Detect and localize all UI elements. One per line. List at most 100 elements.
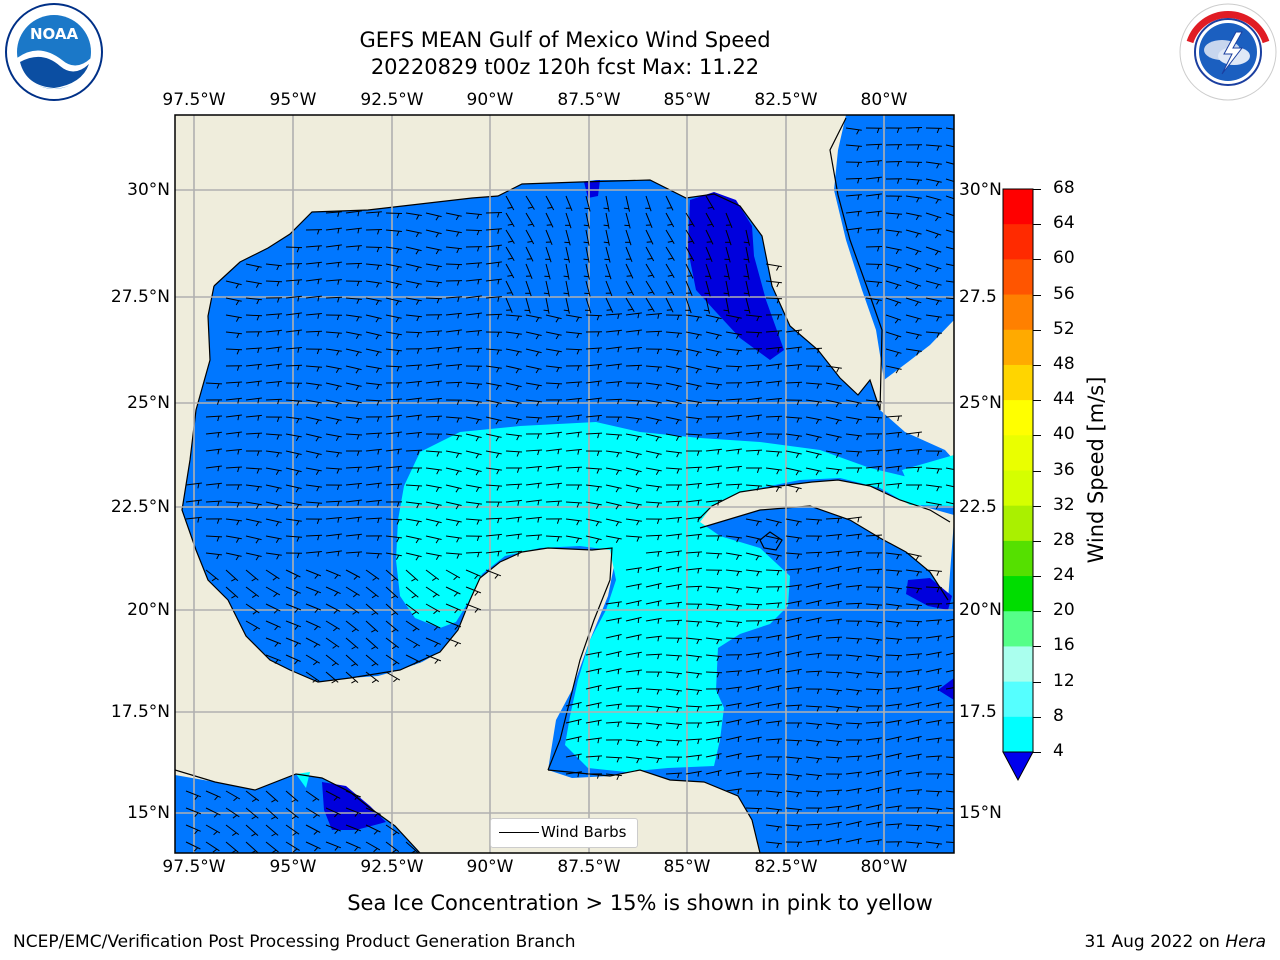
wind-barb xyxy=(865,753,882,758)
wind-barb xyxy=(765,467,782,471)
wind-barb xyxy=(405,229,422,234)
wind-barb-flag xyxy=(736,382,740,388)
wind-barb-flag xyxy=(237,415,240,421)
wind-barb xyxy=(565,280,570,297)
wind-barb-flag xyxy=(856,673,860,679)
wind-barb xyxy=(945,841,954,844)
wind-barb-flag xyxy=(716,688,720,694)
wind-barb-flag xyxy=(391,645,397,650)
wind-barb-flag xyxy=(935,284,940,289)
wind-barb-flag xyxy=(877,246,880,252)
wind-barb-flag xyxy=(857,821,860,828)
wind-barb-flag xyxy=(776,843,780,849)
wind-barb xyxy=(725,246,731,263)
wind-barb-flag xyxy=(294,625,299,630)
wind-barb-flag xyxy=(616,434,620,440)
wind-barb-flag xyxy=(437,364,440,370)
wind-barb-flag xyxy=(797,585,800,591)
wind-barb xyxy=(845,127,862,131)
wind-barb xyxy=(585,755,603,758)
wind-barb-flag xyxy=(354,846,359,852)
wind-barb-flag xyxy=(677,620,680,626)
wind-barb-flag xyxy=(357,483,360,489)
wind-barb-flag xyxy=(376,553,380,559)
wind-barb-flag xyxy=(723,292,729,295)
wind-barb-flag xyxy=(796,553,800,559)
wind-barb xyxy=(905,552,922,557)
wind-barb xyxy=(845,584,862,588)
wind-barb-flag xyxy=(917,653,920,659)
wind-barb-flag xyxy=(296,553,300,559)
wind-barb-flag xyxy=(716,672,720,678)
wind-barb xyxy=(865,228,882,231)
wind-barb xyxy=(265,603,281,612)
wind-barb-flag xyxy=(596,315,600,321)
wind-barb xyxy=(465,416,482,421)
lat-tick-right-6: 17.5 xyxy=(959,702,997,722)
wind-barb xyxy=(785,651,802,656)
wind-barb xyxy=(825,636,843,639)
wind-barb xyxy=(365,569,380,580)
wind-barb-flag xyxy=(495,385,500,391)
wind-barb-flag xyxy=(876,401,880,407)
wind-barb-flag xyxy=(616,452,620,458)
wind-barb-flag xyxy=(896,622,900,628)
wind-barb-flag xyxy=(577,754,580,760)
wind-barb xyxy=(685,229,695,244)
wind-barb-flag xyxy=(334,574,339,580)
wind-barb-flag xyxy=(516,467,520,473)
wind-barb-flag xyxy=(737,703,740,709)
wind-barb xyxy=(605,773,622,777)
wind-barb xyxy=(585,347,603,350)
wind-barb-flag xyxy=(497,228,500,234)
wind-barb-flag xyxy=(357,245,360,251)
wind-barb-flag xyxy=(896,196,900,202)
low-wind-ne-gulf xyxy=(688,192,784,360)
wind-barb-flag xyxy=(411,578,417,582)
lat-tick-left-5: 20°N xyxy=(127,600,170,620)
wind-barb xyxy=(705,382,722,386)
wind-barb-flag xyxy=(435,521,440,527)
wind-barb-flag xyxy=(417,381,420,387)
wind-barb xyxy=(225,569,239,582)
wind-barb-flag xyxy=(715,367,720,373)
wind-barb xyxy=(405,397,422,401)
wind-barb xyxy=(805,433,822,438)
wind-barb-flag xyxy=(255,504,260,509)
wind-barb xyxy=(485,450,502,455)
wind-barb-flag xyxy=(476,401,480,407)
wind-barb xyxy=(345,482,362,486)
wind-barb-flag xyxy=(337,211,340,217)
wind-barb-flag xyxy=(477,330,480,336)
wind-barb-flag xyxy=(373,848,378,853)
wind-barb xyxy=(425,212,442,218)
wind-barb-flag xyxy=(857,788,860,794)
wind-barb xyxy=(265,535,282,540)
wind-barb-flag xyxy=(836,773,840,779)
wind-barb-flag xyxy=(716,400,720,406)
wind-barb-flag xyxy=(836,469,840,475)
wind-barb xyxy=(565,195,573,211)
wind-barb-flag xyxy=(316,384,320,390)
wind-barb-flag xyxy=(236,484,240,490)
wind-barb-flag xyxy=(253,627,258,632)
wind-barb-flag xyxy=(576,520,580,526)
wind-barb-flag xyxy=(255,282,260,288)
wind-barb-flag xyxy=(217,483,220,489)
wind-barb xyxy=(525,314,542,319)
wind-barb xyxy=(365,280,382,284)
colorbar-tick-mark xyxy=(1033,505,1041,507)
wind-barb-flag xyxy=(497,296,500,302)
wind-barb xyxy=(565,297,570,314)
wind-barb xyxy=(285,295,302,299)
wind-barb-flag xyxy=(314,591,319,596)
wind-barb-flag xyxy=(455,487,460,493)
wind-barb xyxy=(685,671,702,675)
wind-barb-flag xyxy=(934,250,939,256)
wind-barb-flag xyxy=(507,257,513,260)
wind-barb-flag xyxy=(737,736,740,743)
wind-barb xyxy=(745,736,762,741)
wind-barb-flag xyxy=(894,301,899,307)
wind-barb-flag xyxy=(897,806,900,812)
wind-barb xyxy=(685,466,703,469)
